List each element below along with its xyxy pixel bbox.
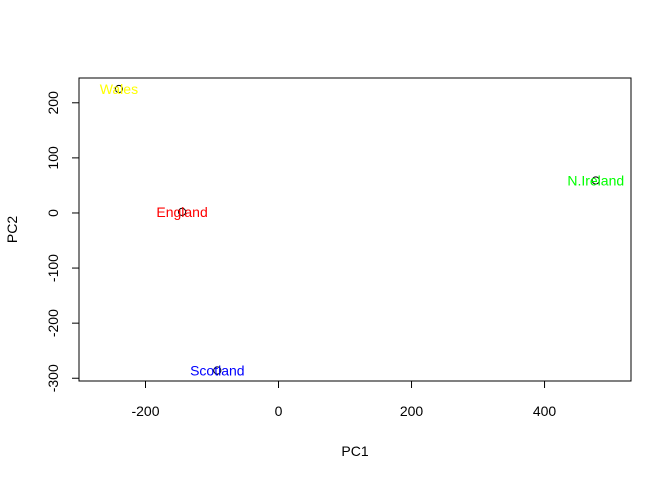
x-tick-label: 0 bbox=[275, 403, 283, 419]
x-axis-title: PC1 bbox=[341, 443, 368, 459]
y-tick-label: 200 bbox=[45, 91, 61, 115]
x-axis: -200 0 200 400 bbox=[131, 380, 557, 419]
y-tick-label: -300 bbox=[45, 364, 61, 392]
y-axis: -300 -200 -100 0 100 200 bbox=[45, 91, 80, 392]
y-tick-label: -200 bbox=[45, 309, 61, 337]
x-tick-label: 200 bbox=[400, 403, 424, 419]
y-axis-title: PC2 bbox=[4, 216, 20, 243]
data-point-label: Wales bbox=[100, 81, 138, 97]
data-point-marker bbox=[114, 84, 124, 94]
x-tick-label: -200 bbox=[131, 403, 159, 419]
data-point-label: England bbox=[156, 204, 207, 220]
x-tick-label: 400 bbox=[533, 403, 557, 419]
data-points: England Wales Scotland N.Ireland bbox=[100, 81, 624, 379]
data-point-label: Scotland bbox=[190, 363, 244, 379]
y-tick-label: 100 bbox=[45, 146, 61, 170]
data-point-label: N.Ireland bbox=[567, 173, 624, 189]
data-point-marker bbox=[177, 207, 187, 216]
data-point-marker bbox=[591, 176, 600, 185]
y-tick-label: -100 bbox=[45, 254, 61, 282]
data-point-marker bbox=[213, 366, 222, 375]
y-tick-label: 0 bbox=[45, 209, 61, 217]
